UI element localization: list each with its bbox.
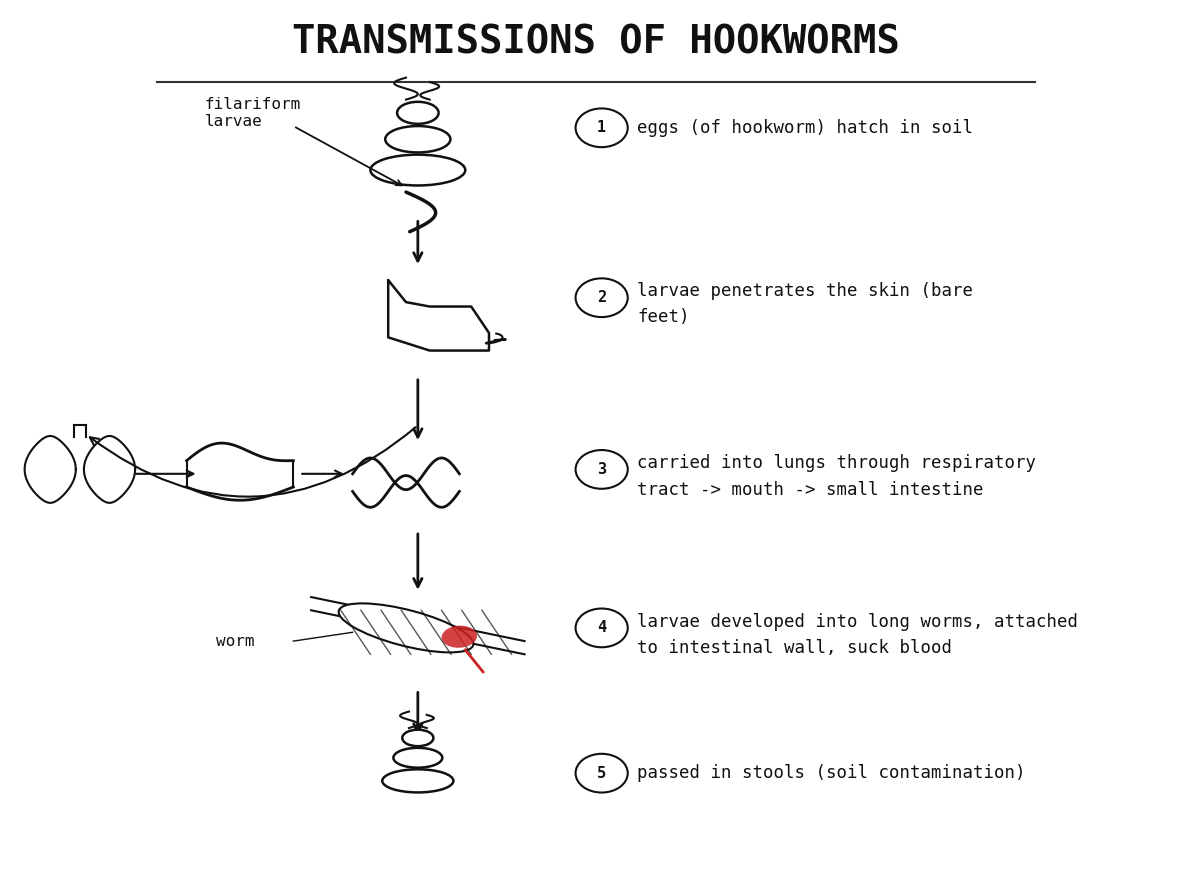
Ellipse shape (338, 603, 473, 652)
Text: larvae penetrates the skin (bare
feet): larvae penetrates the skin (bare feet) (637, 282, 973, 326)
Ellipse shape (371, 155, 466, 185)
Text: 1: 1 (598, 120, 606, 136)
Ellipse shape (442, 626, 478, 648)
Text: 3: 3 (598, 462, 606, 477)
Text: TRANSMISSIONS OF HOOKWORMS: TRANSMISSIONS OF HOOKWORMS (292, 23, 900, 61)
Text: passed in stools (soil contamination): passed in stools (soil contamination) (637, 764, 1026, 782)
Text: 5: 5 (598, 766, 606, 781)
Text: 2: 2 (598, 291, 606, 305)
Circle shape (576, 609, 628, 648)
Ellipse shape (394, 748, 443, 767)
Ellipse shape (402, 730, 433, 746)
Circle shape (576, 278, 628, 317)
Text: worm: worm (216, 633, 254, 649)
Text: carried into lungs through respiratory
tract -> mouth -> small intestine: carried into lungs through respiratory t… (637, 455, 1037, 499)
Circle shape (576, 108, 628, 147)
Text: larvae developed into long worms, attached
to intestinal wall, suck blood: larvae developed into long worms, attach… (637, 613, 1079, 657)
Text: 4: 4 (598, 620, 606, 635)
Text: eggs (of hookworm) hatch in soil: eggs (of hookworm) hatch in soil (637, 119, 973, 136)
Ellipse shape (397, 102, 438, 124)
Ellipse shape (383, 769, 454, 792)
Circle shape (576, 450, 628, 489)
Circle shape (576, 754, 628, 793)
Ellipse shape (385, 126, 450, 152)
Text: filariform
larvae: filariform larvae (204, 97, 301, 129)
